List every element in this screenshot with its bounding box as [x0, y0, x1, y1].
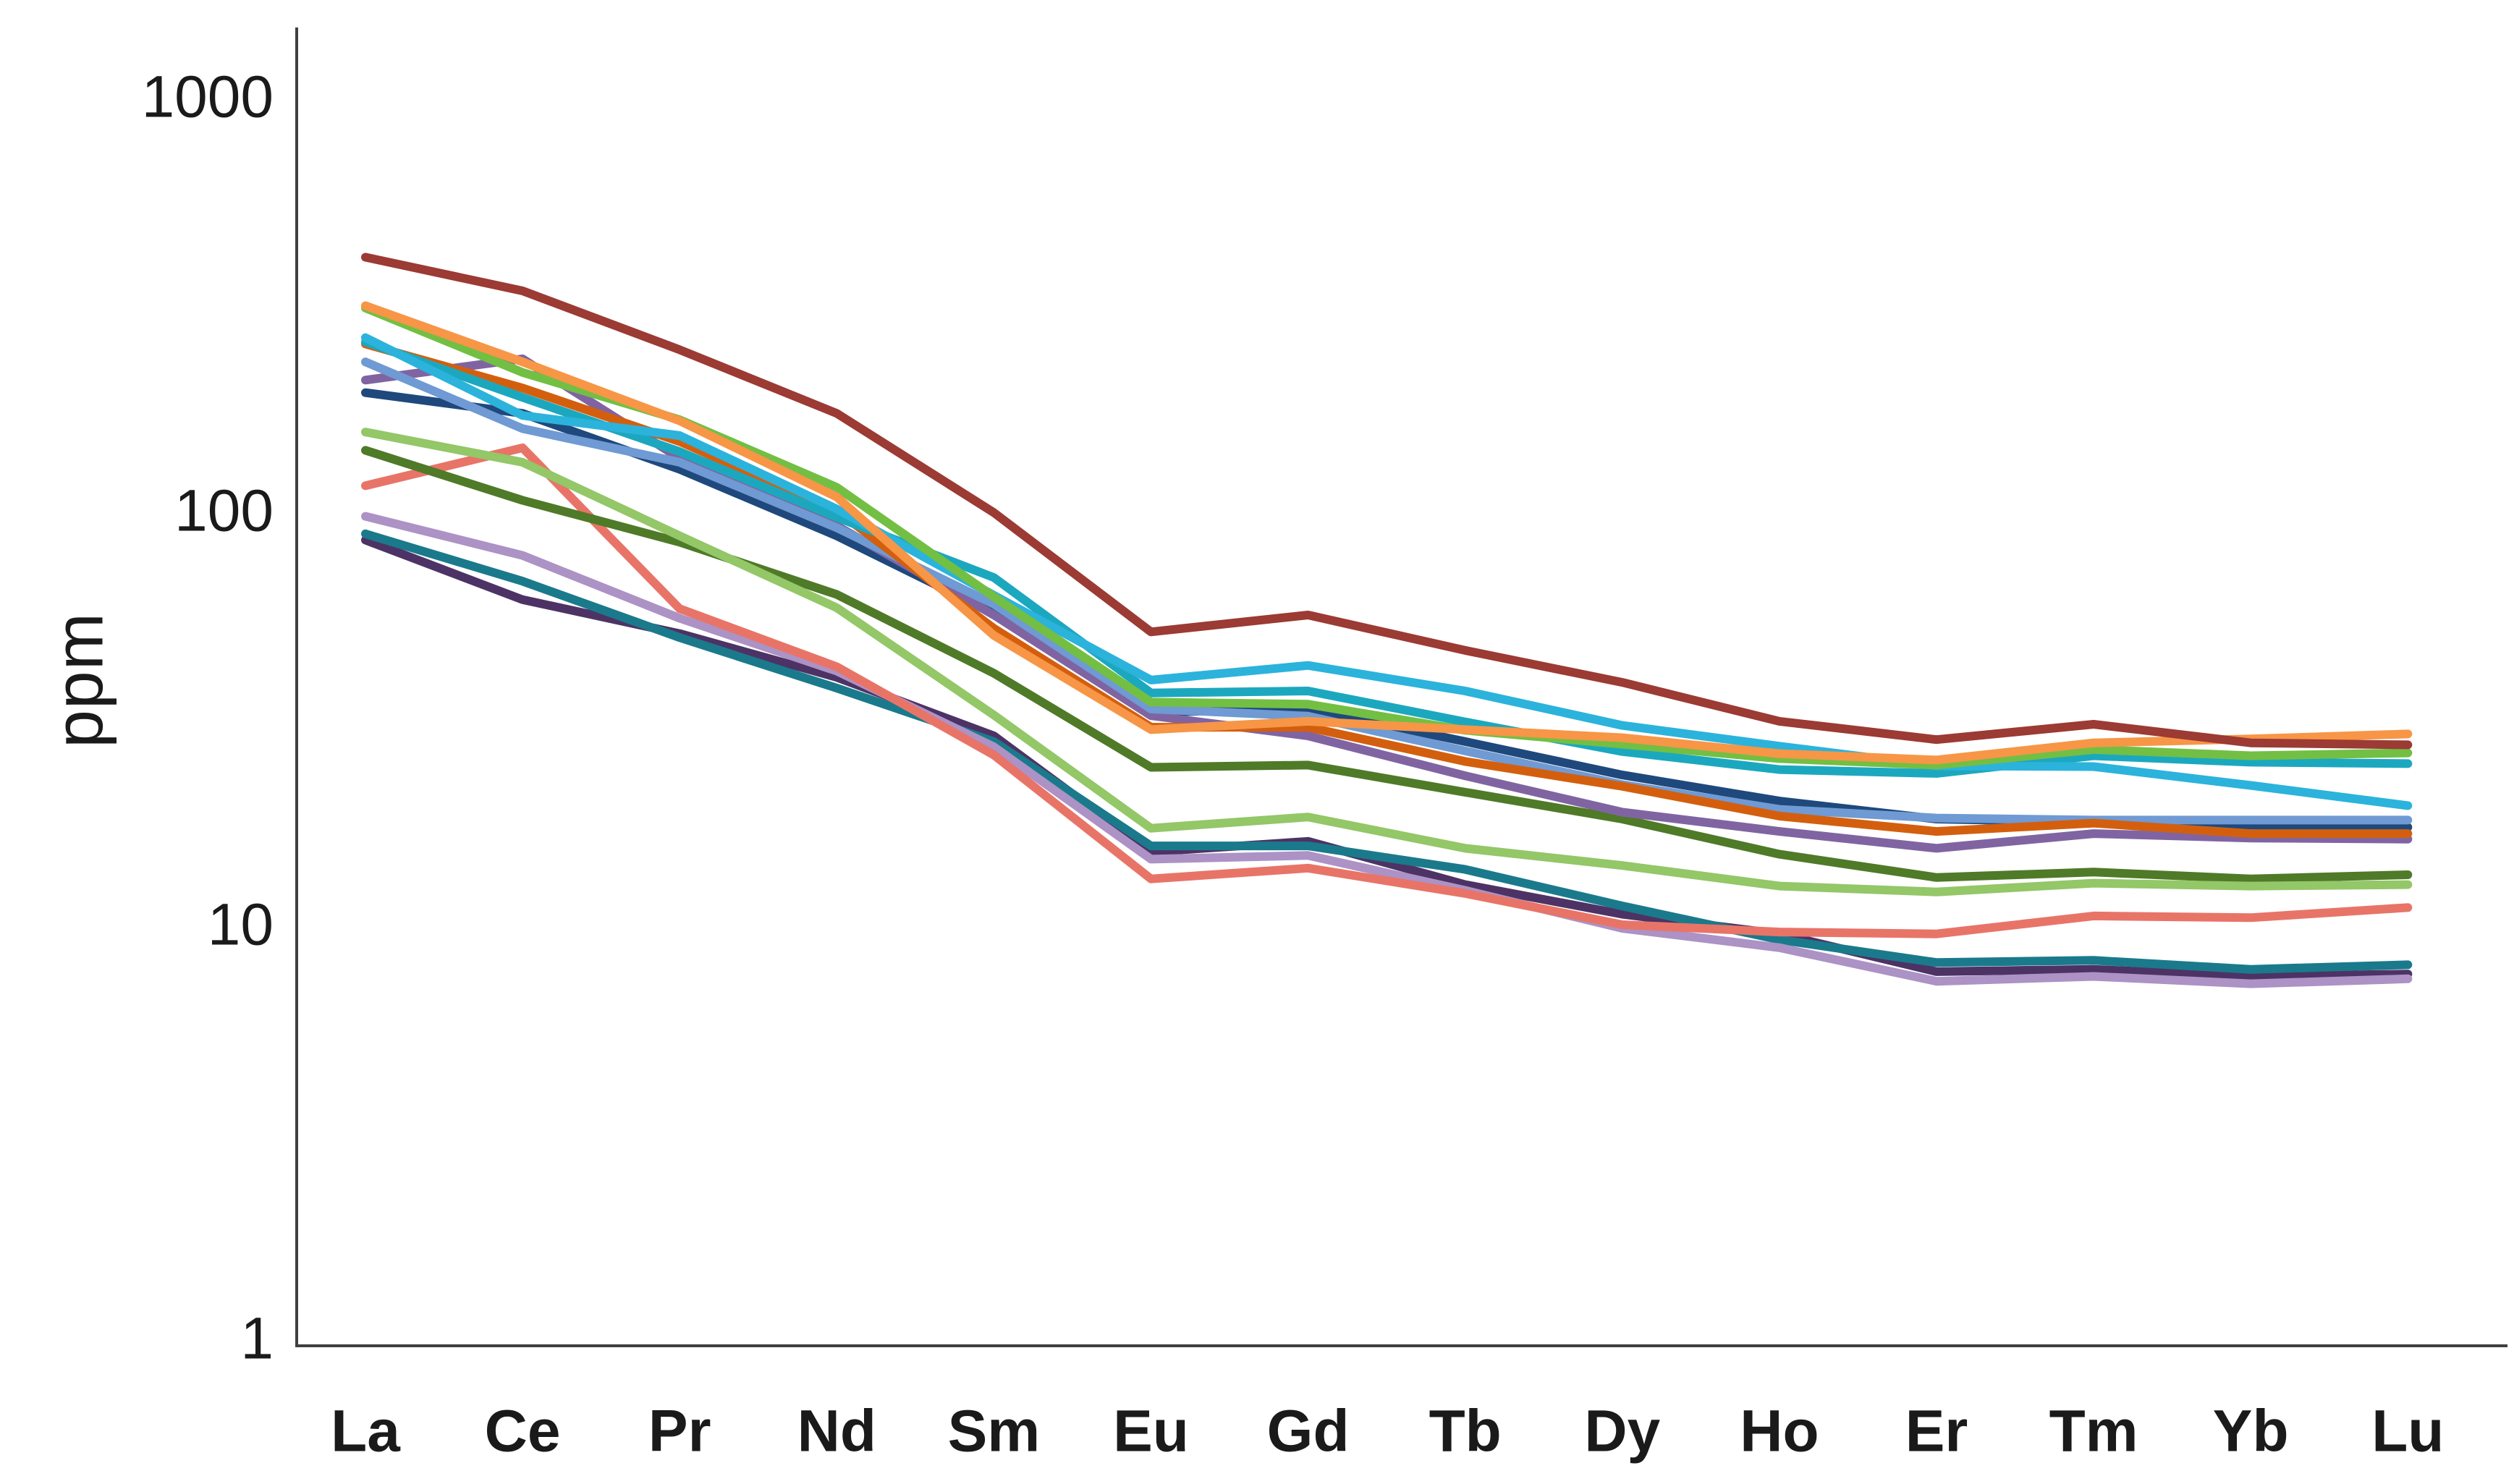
- series-steel-blue-line: [361, 357, 2413, 825]
- x-tick-label-ce: Ce: [485, 1399, 561, 1464]
- x-tick-label-dy: Dy: [1584, 1399, 1660, 1464]
- x-tick-label-tb: Tb: [1429, 1399, 1502, 1464]
- y-tick-label: 100: [174, 478, 274, 544]
- series-olive-green-line: [361, 446, 2413, 883]
- x-tick-label-lu: Lu: [2371, 1399, 2444, 1464]
- series-dark-red-line: [361, 253, 2413, 750]
- x-tick-label-yb: Yb: [2213, 1399, 2289, 1464]
- series-yellow-green-line: [361, 428, 2413, 896]
- series-teal-cyan-line: [361, 337, 2413, 778]
- x-tick-label-eu: Eu: [1113, 1399, 1189, 1464]
- series-orange-line: [361, 301, 2413, 765]
- series-dark-teal-line: [361, 529, 2413, 974]
- series-lavender-line: [361, 512, 2413, 988]
- series-dark-orange-line: [361, 339, 2413, 839]
- series-bright-cyan-line: [361, 333, 2413, 810]
- series-dark-purple-line: [361, 535, 2413, 981]
- x-tick-label-pr: Pr: [648, 1399, 711, 1464]
- series-salmon-line: [361, 443, 2413, 938]
- x-tick-label-ho: Ho: [1740, 1399, 1819, 1464]
- y-axis-title: ppm: [41, 612, 118, 748]
- y-tick-label: 1000: [142, 64, 274, 130]
- x-tick-label-la: La: [331, 1399, 401, 1464]
- y-tick-label: 1: [240, 1306, 274, 1372]
- x-tick-label-nd: Nd: [797, 1399, 876, 1464]
- x-tick-label-sm: Sm: [948, 1399, 1041, 1464]
- x-tick-label-er: Er: [1905, 1399, 1968, 1464]
- axis-lines: [295, 27, 2507, 1347]
- x-tick-label-tm: Tm: [2049, 1399, 2138, 1464]
- x-tick-label-gd: Gd: [1267, 1399, 1350, 1464]
- y-tick-label: 10: [208, 892, 274, 958]
